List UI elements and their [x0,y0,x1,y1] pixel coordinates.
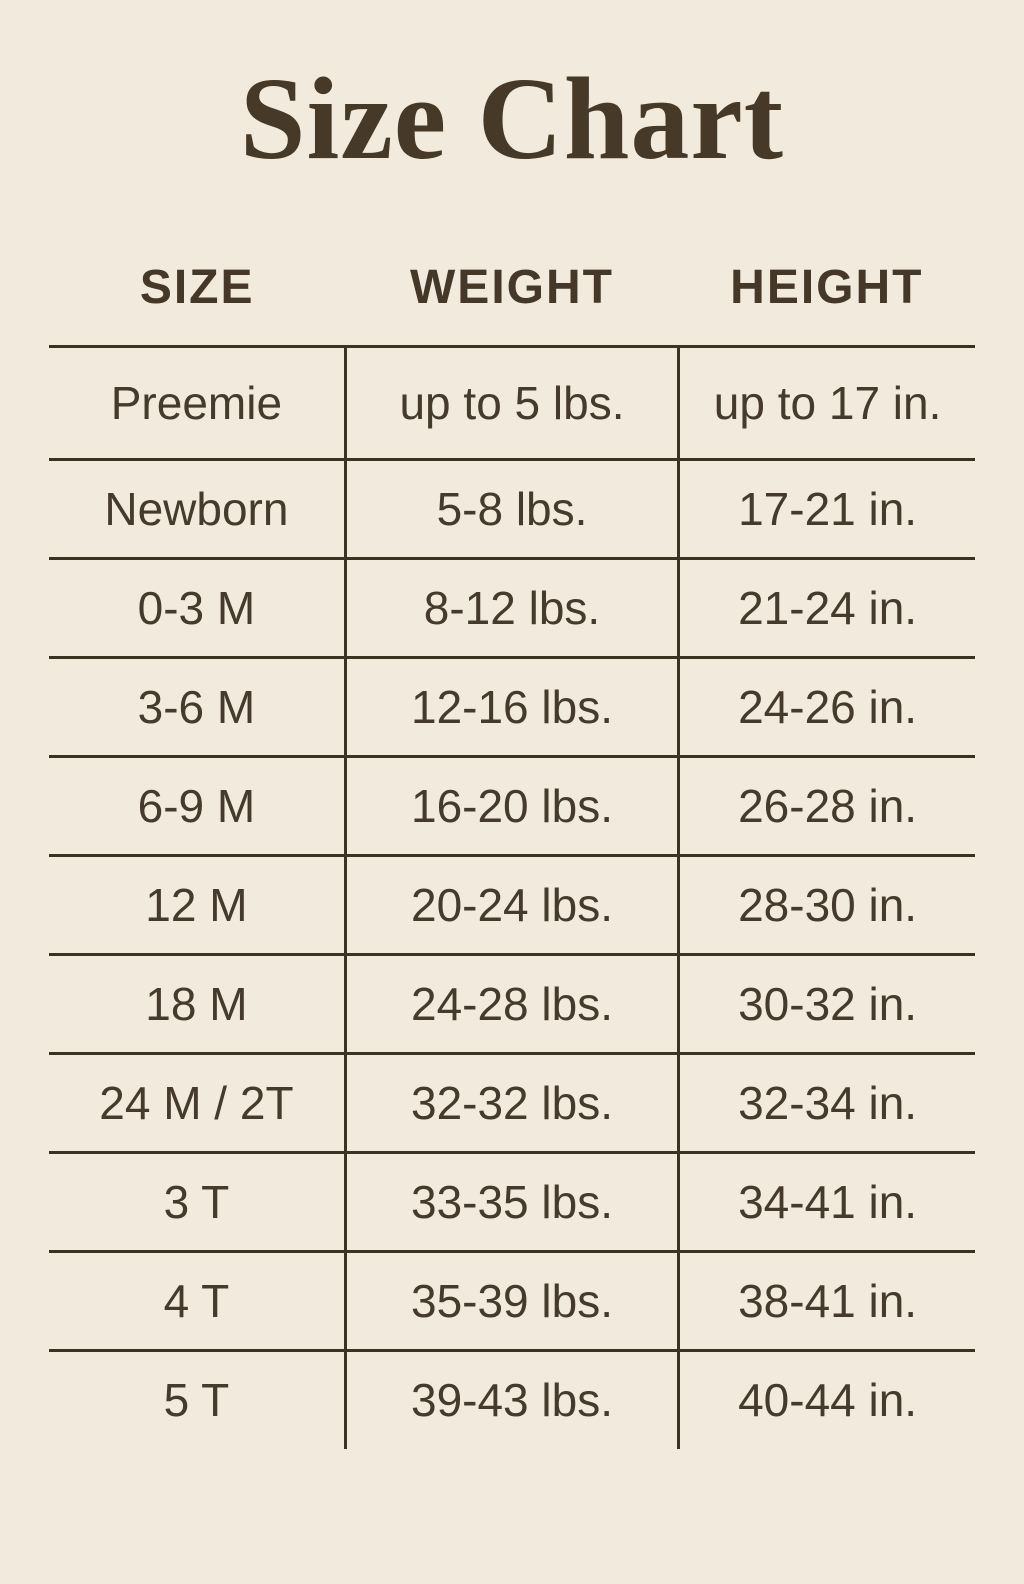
table-row: 0-3 M 8-12 lbs. 21-24 in. [49,556,975,658]
size-cell: 3-6 M [49,655,346,757]
weight-cell: 32-32 lbs. [343,1051,679,1153]
table-row: 12 M 20-24 lbs. 28-30 in. [49,853,975,955]
column-header-height: HEIGHT [730,260,924,314]
column-header-size: SIZE [139,260,255,314]
table-row: 6-9 M 16-20 lbs. 26-28 in. [49,754,975,856]
size-cell: Newborn [49,457,346,559]
weight-cell: up to 5 lbs. [343,344,679,460]
weight-cell: 16-20 lbs. [343,754,679,856]
height-cell: 28-30 in. [677,853,975,955]
page-title: Size Chart [239,53,785,184]
weight-cell: 8-12 lbs. [343,556,679,658]
size-chart-table: SIZE WEIGHT HEIGHT Preemie up to 5 lbs. … [49,190,975,1450]
weight-cell: 39-43 lbs. [343,1348,679,1450]
header-row: SIZE WEIGHT HEIGHT [49,190,975,347]
size-cell: 18 M [49,952,346,1054]
size-cell: 6-9 M [49,754,346,856]
size-cell: 0-3 M [49,556,346,658]
table-row: 4 T 35-39 lbs. 38-41 in. [49,1249,975,1351]
table-row: 18 M 24-28 lbs. 30-32 in. [49,952,975,1054]
height-cell: 32-34 in. [677,1051,975,1153]
table-row: 3 T 33-35 lbs. 34-41 in. [49,1150,975,1252]
size-cell: 3 T [49,1150,346,1252]
size-cell: 24 M / 2T [49,1051,346,1153]
height-cell: 21-24 in. [677,556,975,658]
weight-cell: 24-28 lbs. [343,952,679,1054]
weight-cell: 35-39 lbs. [343,1249,679,1351]
table-row: 5 T 39-43 lbs. 40-44 in. [49,1348,975,1450]
table-row: Newborn 5-8 lbs. 17-21 in. [49,457,975,559]
height-cell: up to 17 in. [677,344,975,460]
size-cell: 5 T [49,1348,346,1450]
size-chart-page: Size Chart SIZE WEIGHT HEIGHT Preemie up… [0,48,1024,1584]
height-cell: 40-44 in. [677,1348,975,1450]
size-cell: 12 M [49,853,346,955]
height-cell: 26-28 in. [677,754,975,856]
table-row: Preemie up to 5 lbs. up to 17 in. [49,344,975,460]
height-cell: 38-41 in. [677,1249,975,1351]
weight-cell: 20-24 lbs. [343,853,679,955]
table-row: 3-6 M 12-16 lbs. 24-26 in. [49,655,975,757]
weight-cell: 33-35 lbs. [343,1150,679,1252]
size-cell: 4 T [49,1249,346,1351]
column-header-weight: WEIGHT [410,260,614,314]
table-row: 24 M / 2T 32-32 lbs. 32-34 in. [49,1051,975,1153]
height-cell: 30-32 in. [677,952,975,1054]
weight-cell: 12-16 lbs. [343,655,679,757]
height-cell: 34-41 in. [677,1150,975,1252]
height-cell: 17-21 in. [677,457,975,559]
weight-cell: 5-8 lbs. [343,457,679,559]
size-cell: Preemie [49,344,346,460]
height-cell: 24-26 in. [677,655,975,757]
